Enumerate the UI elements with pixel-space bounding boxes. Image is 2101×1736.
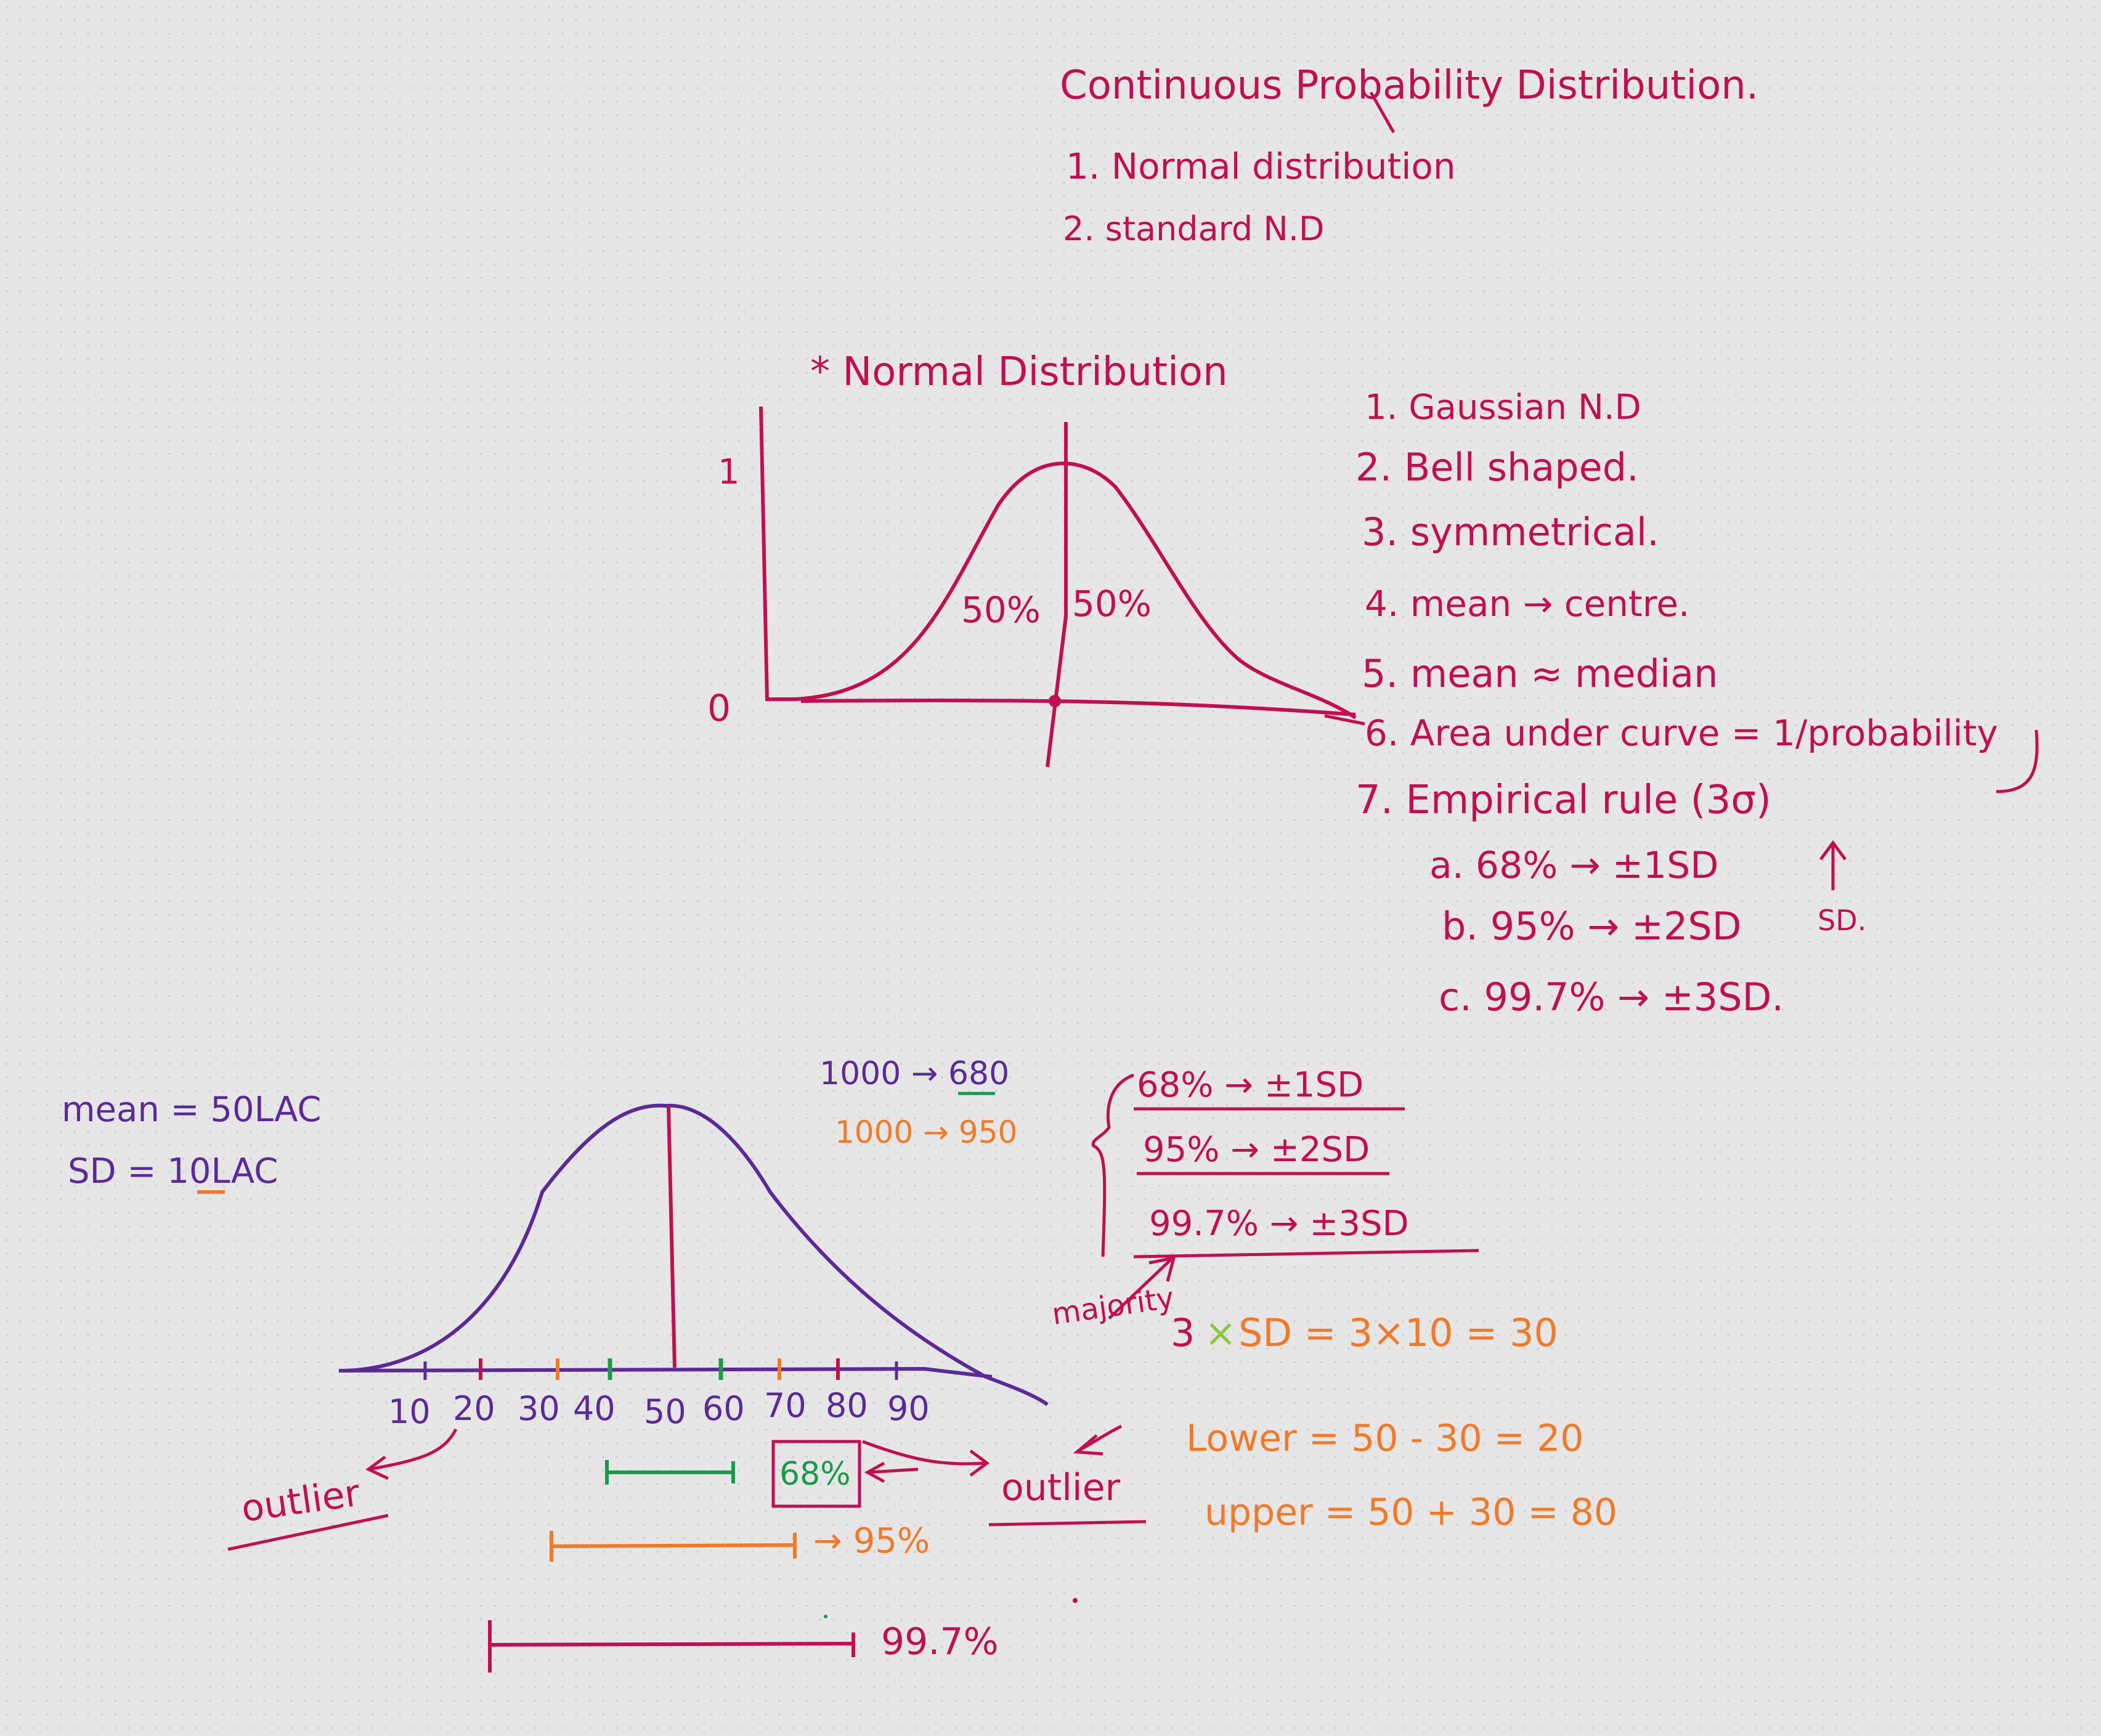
example-calculation: 3 × SD = 3×10 = 30 Lower = 50 - 30 = 20 …: [1171, 1310, 1617, 1534]
example-mean-line: [667, 1105, 677, 1368]
property-item: 2. Bell shaped.: [1355, 445, 1639, 490]
properties-list: 1. Gaussian N.D 2. Bell shaped. 3. symme…: [1324, 387, 2039, 823]
nd-x-axis: [800, 699, 1356, 716]
range-68-label: 68%: [779, 1456, 851, 1493]
property-item: 3. symmetrical.: [1362, 509, 1659, 554]
tick-label: 40: [573, 1389, 616, 1428]
outliers: outlier outlier: [227, 1424, 1147, 1551]
range-68-arrow: [864, 1461, 919, 1483]
example-bell-chart: 10 20 30 40 50 60 70 80 90: [338, 1103, 1049, 1431]
upper-bound: upper = 50 + 30 = 80: [1205, 1491, 1617, 1534]
tick-label: 70: [764, 1386, 807, 1425]
tick-label: 80: [826, 1386, 868, 1425]
nd-right-area-label: 50%: [1072, 583, 1152, 625]
rule-3-underline: [1133, 1249, 1479, 1259]
mean-label: mean = 50LAC: [62, 1090, 322, 1130]
outlier-right-arrow: [862, 1440, 990, 1477]
property-item: 7. Empirical rule (3σ): [1355, 777, 1771, 823]
nd-mean-dot: [1049, 695, 1061, 707]
axis-ticks: [423, 1358, 898, 1380]
sd-label: SD = 10LAC: [68, 1151, 278, 1191]
title-underline-stroke: [1369, 91, 1396, 134]
calc-three: 3: [1171, 1310, 1195, 1355]
stray-dot: [824, 1615, 827, 1618]
range-68-bar: [605, 1460, 735, 1485]
nd-left-area-label: 50%: [961, 589, 1041, 631]
majority-arrow: [1108, 1255, 1176, 1320]
probability-bracket: [1996, 729, 2039, 793]
empirical-item: a. 68% → ±1SD: [1429, 844, 1718, 887]
outlier-left-arrow: [365, 1428, 458, 1480]
rule-2: 95% → ±2SD: [1143, 1130, 1370, 1170]
sd-ranges: 68% → 95% 99.7%: [488, 1440, 1078, 1673]
range-997-bar: [488, 1620, 855, 1673]
property-item: 4. mean → centre.: [1365, 583, 1690, 625]
outlier-hook-arrow: [1073, 1424, 1123, 1456]
outlier-right-underline: [988, 1520, 1147, 1527]
tick-label: 50: [644, 1392, 686, 1431]
majority-label: majority: [1050, 1281, 1176, 1332]
property-connector-line: [1324, 714, 1365, 726]
tick-label: 20: [453, 1389, 495, 1428]
example-counts: 1000 → 680 1000 → 950: [819, 1055, 1017, 1150]
rule-1: 68% → ±1SD: [1137, 1065, 1363, 1105]
calc-times: ×: [1205, 1310, 1237, 1355]
range-95-label: → 95%: [813, 1521, 930, 1561]
nd-axis-top-label: 1: [718, 452, 740, 492]
stray-dot: [1073, 1598, 1078, 1603]
lower-bound: Lower = 50 - 30 = 20: [1186, 1417, 1583, 1460]
nd-axis-zero-label: 0: [707, 687, 731, 730]
range-95-bar: [550, 1531, 797, 1562]
axis-tick-labels: 10 20 30 40 50 60 70 80 90: [388, 1386, 930, 1431]
tick-label: 90: [887, 1389, 930, 1428]
property-item: 1. Gaussian N.D: [1365, 387, 1641, 428]
sigma-arrow: [1819, 840, 1847, 890]
normal-distribution-section: * Normal Distribution 1 0 50% 50%: [707, 349, 1357, 768]
nd-mean-line: [1046, 422, 1068, 768]
count-68: 1000 → 680: [819, 1055, 1009, 1092]
rule-3: 99.7% → ±3SD: [1149, 1204, 1409, 1244]
property-item: 6. Area under curve = 1/probability: [1365, 712, 1998, 754]
header: Continuous Probability Distribution. 1. …: [1060, 63, 1758, 248]
tick-label: 10: [388, 1392, 431, 1431]
count-95: 1000 → 950: [835, 1114, 1017, 1150]
rules-brace: [1091, 1073, 1134, 1257]
range-68-box: [771, 1440, 861, 1508]
tick-label: 30: [518, 1389, 560, 1428]
example-rules: 68% → ±1SD 95% → ±2SD 99.7% → ±3SD major…: [1050, 1065, 1479, 1332]
example-x-axis: [338, 1366, 993, 1379]
tick-label: 60: [702, 1389, 745, 1428]
nd-y-axis: [759, 406, 795, 701]
outlier-left-label: outlier: [238, 1472, 362, 1531]
header-item-1: 1. Normal distribution: [1066, 145, 1456, 187]
empirical-item: b. 95% → ±2SD: [1442, 904, 1741, 949]
calc-rest: SD = 3×10 = 30: [1238, 1310, 1558, 1355]
outlier-left-underline: [227, 1514, 389, 1551]
nd-heading: * Normal Distribution: [810, 349, 1228, 395]
header-title: Continuous Probability Distribution.: [1060, 63, 1758, 108]
outlier-right-label: outlier: [1001, 1466, 1121, 1509]
nd-bell-curve: [794, 461, 1357, 720]
range-997-label: 99.7%: [881, 1620, 999, 1663]
empirical-rule-list: a. 68% → ±1SD b. 95% → ±2SD c. 99.7% → ±…: [1429, 840, 1866, 1020]
example-bell-curve: [344, 1103, 1049, 1406]
example-params: mean = 50LAC SD = 10LAC: [62, 1090, 322, 1194]
property-item: 5. mean ≈ median: [1362, 651, 1718, 696]
empirical-item: c. 99.7% → ±3SD.: [1439, 975, 1784, 1020]
header-item-2: 2. standard N.D: [1063, 209, 1325, 248]
sigma-note: SD.: [1818, 904, 1866, 937]
